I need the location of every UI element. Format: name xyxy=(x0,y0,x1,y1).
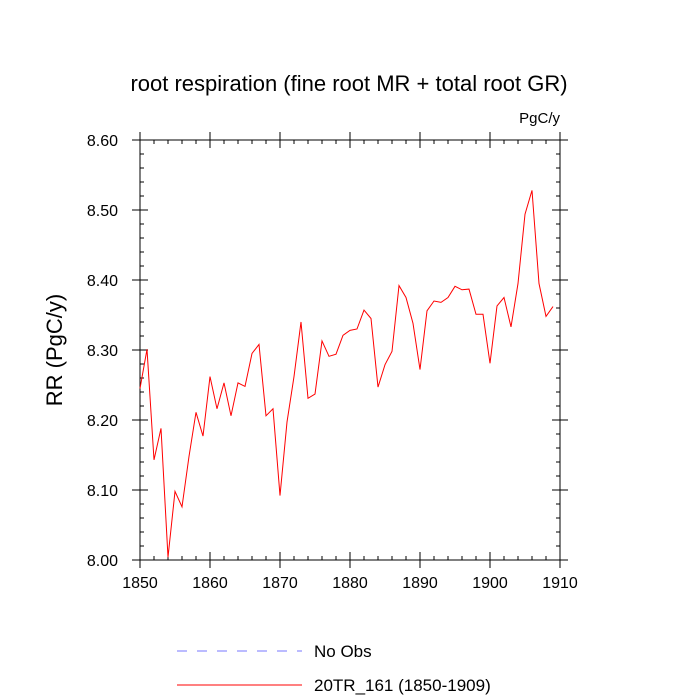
axis-ticks xyxy=(132,132,568,568)
y-tick-label: 8.10 xyxy=(87,483,118,500)
plot-frame xyxy=(139,139,561,561)
legend-label: No Obs xyxy=(314,642,372,661)
legend-label: 20TR_161 (1850-1909) xyxy=(314,676,491,695)
x-tick-label: 1900 xyxy=(472,575,508,592)
x-tick-label: 1860 xyxy=(192,575,228,592)
x-tick-label: 1890 xyxy=(402,575,438,592)
series-line xyxy=(139,190,554,558)
y-tick-label: 8.50 xyxy=(87,203,118,220)
legend: No Obs 20TR_161 (1850-1909) xyxy=(177,642,491,695)
y-tick-label: 8.40 xyxy=(87,273,118,290)
x-tick-label: 1850 xyxy=(122,575,158,592)
series-group xyxy=(139,190,554,558)
y-tick-label: 8.20 xyxy=(87,413,118,430)
units-label: PgC/y xyxy=(519,110,560,127)
y-axis-label: RR (PgC/y) xyxy=(42,294,67,406)
chart-title: root respiration (fine root MR + total r… xyxy=(130,71,567,96)
x-tick-label: 1870 xyxy=(262,575,298,592)
x-tick-label: 1910 xyxy=(542,575,578,592)
y-tick-label: 8.00 xyxy=(87,553,118,570)
y-tick-label: 8.60 xyxy=(87,133,118,150)
x-tick-label: 1880 xyxy=(332,575,368,592)
y-tick-label: 8.30 xyxy=(87,343,118,360)
axis-tick-labels: 1850 1860 1870 1880 1890 1900 1910 8.00 8.10 8.20… xyxy=(87,133,578,592)
